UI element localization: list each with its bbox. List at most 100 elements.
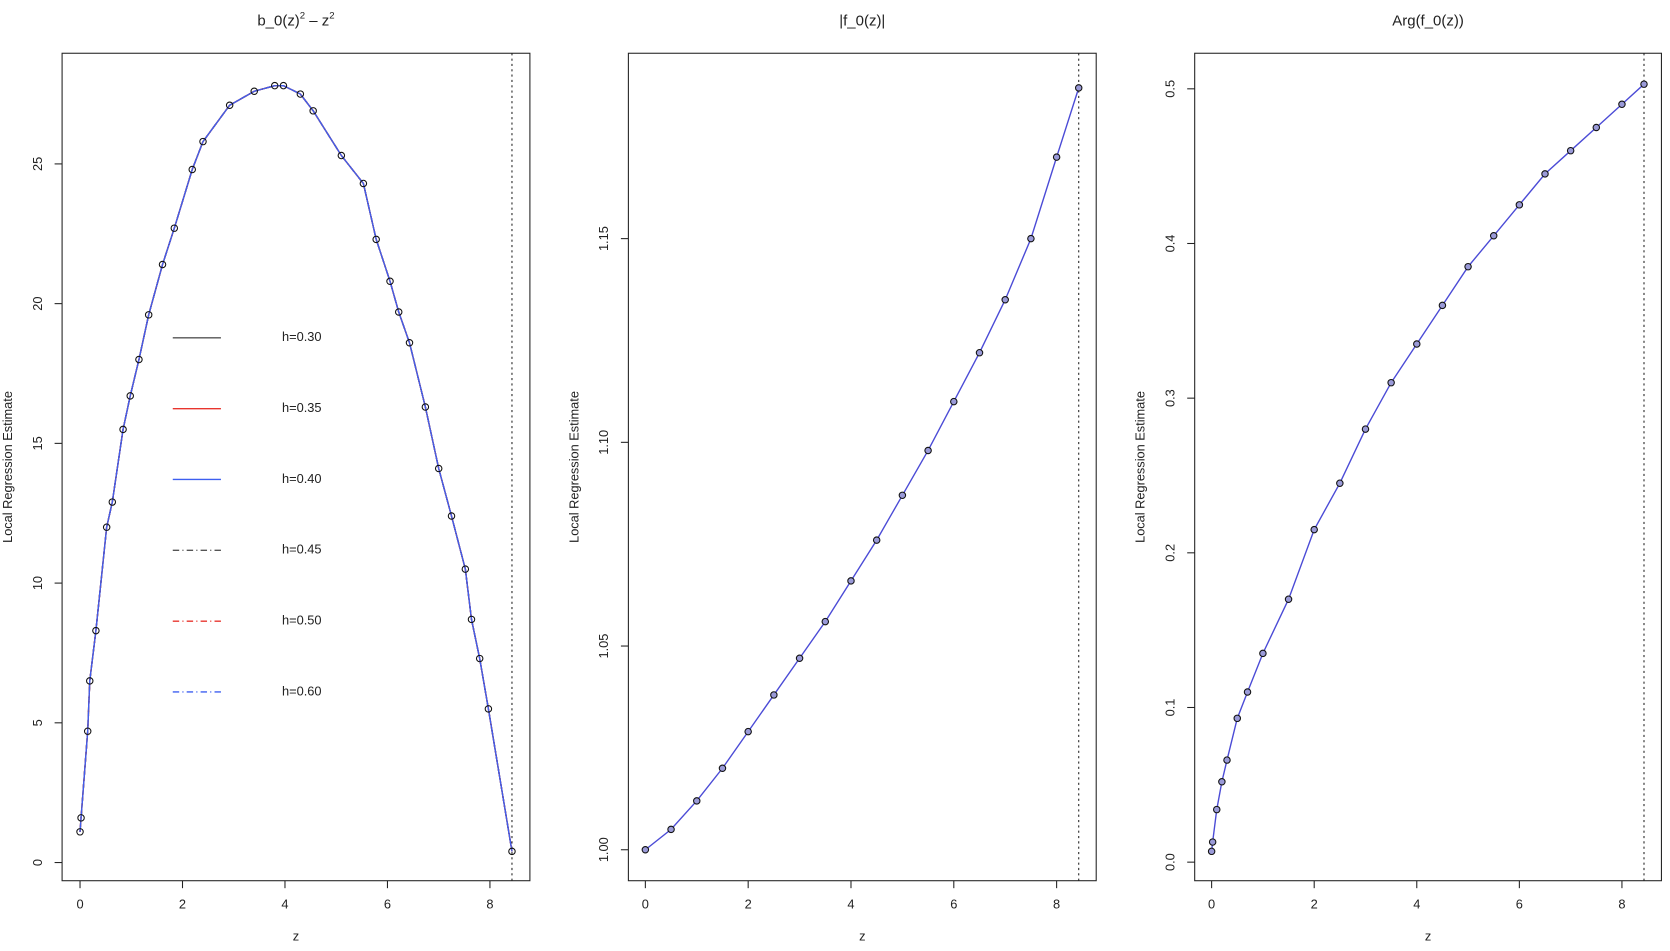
chart-title: b_0(z)2 – z2 [257, 10, 334, 29]
data-point [1213, 805, 1221, 814]
y-tick-label: 0.0 [1163, 853, 1178, 871]
x-tick-label: 8 [486, 897, 493, 912]
series-line [79, 84, 513, 852]
data-point [1310, 525, 1318, 534]
y-tick-label: 20 [30, 297, 45, 311]
y-tick-label: 15 [30, 436, 45, 450]
x-tick-label: 8 [1618, 897, 1625, 912]
title-part: b_0(z) [257, 12, 299, 29]
title-superscript: 2 [300, 10, 305, 21]
data-point [102, 523, 111, 531]
data-point [641, 846, 650, 854]
series-line [79, 84, 513, 852]
y-tick-label: 1.10 [596, 430, 611, 455]
data-point [1336, 479, 1344, 487]
data-point [76, 828, 84, 836]
y-tick-label: 0.1 [1163, 699, 1178, 717]
data-point [119, 425, 127, 434]
series-line [644, 87, 1080, 851]
data-point [1413, 340, 1421, 348]
legend-label: h=0.50 [282, 613, 322, 628]
plot-frame [61, 52, 531, 882]
data-point [1027, 234, 1035, 243]
x-tick-label: 4 [847, 897, 854, 912]
x-tick-label: 2 [1311, 897, 1318, 912]
data-point [795, 654, 804, 662]
data-point [898, 491, 907, 500]
data-point [170, 224, 179, 232]
x-tick-label: 4 [281, 897, 288, 912]
data-point [821, 617, 830, 626]
title-superscript: 2 [329, 10, 334, 21]
data-point [135, 355, 143, 364]
data-point [1618, 100, 1626, 109]
series-line [79, 84, 513, 852]
data-point [199, 137, 207, 146]
data-point [108, 498, 117, 506]
y-tick-label: 1.00 [596, 837, 611, 862]
title-part: – z [305, 12, 329, 29]
data-point [667, 825, 675, 834]
data-point [718, 764, 727, 772]
x-axis-label: z [859, 929, 865, 944]
data-point [309, 107, 317, 115]
data-point [279, 81, 288, 90]
data-point [405, 339, 414, 347]
y-tick-label: 0 [30, 859, 45, 866]
chart-title: |f_0(z)| [839, 12, 885, 29]
x-tick-label: 6 [950, 897, 957, 912]
x-tick-label: 0 [1208, 897, 1215, 912]
y-tick-label: 1.05 [596, 634, 611, 659]
data-point [1592, 123, 1601, 132]
data-point [1284, 595, 1293, 603]
data-point [847, 577, 855, 585]
data-point [434, 464, 443, 473]
data-point [158, 260, 167, 269]
data-point [461, 565, 470, 573]
legend-label: h=0.60 [282, 683, 322, 698]
data-point [1489, 232, 1498, 240]
data-point [447, 512, 456, 520]
y-tick-label: 1.15 [596, 226, 611, 251]
data-point [126, 392, 134, 400]
data-point [83, 727, 92, 735]
plot-frame [627, 52, 1097, 882]
data-point [372, 235, 380, 244]
data-point [1243, 688, 1252, 696]
data-point [421, 403, 430, 411]
data-point [1052, 153, 1061, 161]
legend-label: h=0.30 [282, 329, 322, 344]
data-point [1259, 649, 1267, 658]
data-point [475, 654, 484, 663]
y-tick-label: 0.2 [1163, 544, 1178, 562]
data-point [86, 677, 94, 685]
data-point [394, 308, 403, 316]
series-line [79, 84, 513, 852]
data-point [1361, 425, 1370, 433]
data-point [359, 179, 368, 188]
data-point [1464, 262, 1472, 271]
data-point [270, 81, 279, 90]
series-line [79, 84, 513, 852]
y-tick-label: 5 [30, 719, 45, 726]
legend-label: h=0.45 [282, 542, 322, 557]
x-tick-label: 6 [1516, 897, 1523, 912]
data-point [1223, 756, 1231, 764]
x-tick-label: 6 [384, 897, 391, 912]
data-point [467, 615, 476, 624]
data-point [77, 814, 85, 822]
data-point [1218, 777, 1226, 786]
x-tick-label: 2 [179, 897, 186, 912]
data-point [225, 101, 234, 109]
data-point [744, 727, 752, 736]
legend-label: h=0.35 [282, 400, 322, 415]
y-tick-label: 10 [30, 576, 45, 590]
data-point [1515, 201, 1524, 209]
data-point [484, 705, 493, 713]
x-tick-label: 8 [1053, 897, 1060, 912]
data-point [1233, 714, 1242, 723]
title-part: Arg(f_0(z)) [1392, 12, 1464, 29]
data-point [1438, 301, 1447, 310]
